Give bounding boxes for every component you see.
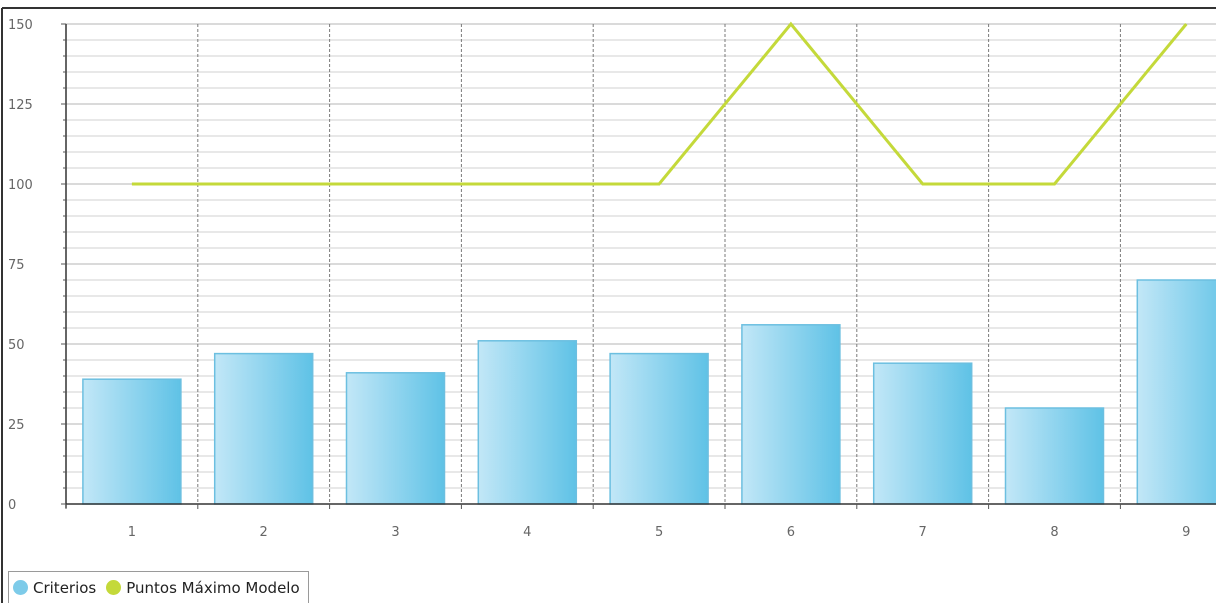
bar-8[interactable] bbox=[1004, 407, 1105, 505]
bars bbox=[82, 279, 1216, 505]
bar-9[interactable] bbox=[1136, 279, 1216, 505]
axes: 0 25 50 75 100 125 150 1 2 3 4 5 6 7 8 9 bbox=[8, 18, 1216, 540]
bar-7[interactable] bbox=[872, 362, 973, 505]
line-puntos-maximo-modelo[interactable] bbox=[131, 21, 1188, 186]
x-tick-label: 5 bbox=[655, 525, 663, 540]
y-tick-label: 150 bbox=[8, 18, 33, 33]
legend: Criterios Puntos Máximo Modelo bbox=[8, 571, 309, 603]
bar-3[interactable] bbox=[345, 372, 446, 505]
bar-5[interactable] bbox=[609, 352, 709, 505]
bar-6[interactable] bbox=[741, 324, 841, 505]
bar-2[interactable] bbox=[213, 352, 314, 505]
x-tick-label: 6 bbox=[787, 525, 795, 540]
y-tick-label: 25 bbox=[8, 418, 25, 433]
y-tick-label: 125 bbox=[8, 98, 33, 113]
frame-lines bbox=[1, 7, 1216, 603]
x-tick-label: 9 bbox=[1182, 525, 1190, 540]
x-tick-label: 7 bbox=[919, 525, 927, 540]
y-tick-label: 75 bbox=[8, 258, 25, 273]
x-tick-label: 2 bbox=[260, 525, 268, 540]
line-series bbox=[131, 21, 1188, 186]
legend-item-criterios[interactable]: Criterios bbox=[13, 579, 96, 597]
x-tick-label: 1 bbox=[128, 525, 136, 540]
x-tick-label: 4 bbox=[523, 525, 531, 540]
x-tick-label: 3 bbox=[391, 525, 399, 540]
bar-4[interactable] bbox=[477, 340, 578, 505]
legend-label-criterios: Criterios bbox=[33, 578, 97, 597]
legend-item-puntos-maximo-modelo[interactable]: Puntos Máximo Modelo bbox=[106, 578, 300, 597]
y-tick-label: 0 bbox=[8, 498, 16, 513]
bar-1[interactable] bbox=[82, 378, 182, 505]
y-tick-label: 100 bbox=[8, 178, 33, 193]
legend-swatch-criterios bbox=[13, 580, 28, 595]
x-tick-label: 8 bbox=[1050, 525, 1058, 540]
legend-swatch-puntos-maximo-modelo bbox=[106, 580, 122, 595]
legend-label-puntos-maximo-modelo: Puntos Máximo Modelo bbox=[126, 578, 300, 597]
y-tick-label: 50 bbox=[8, 338, 25, 353]
